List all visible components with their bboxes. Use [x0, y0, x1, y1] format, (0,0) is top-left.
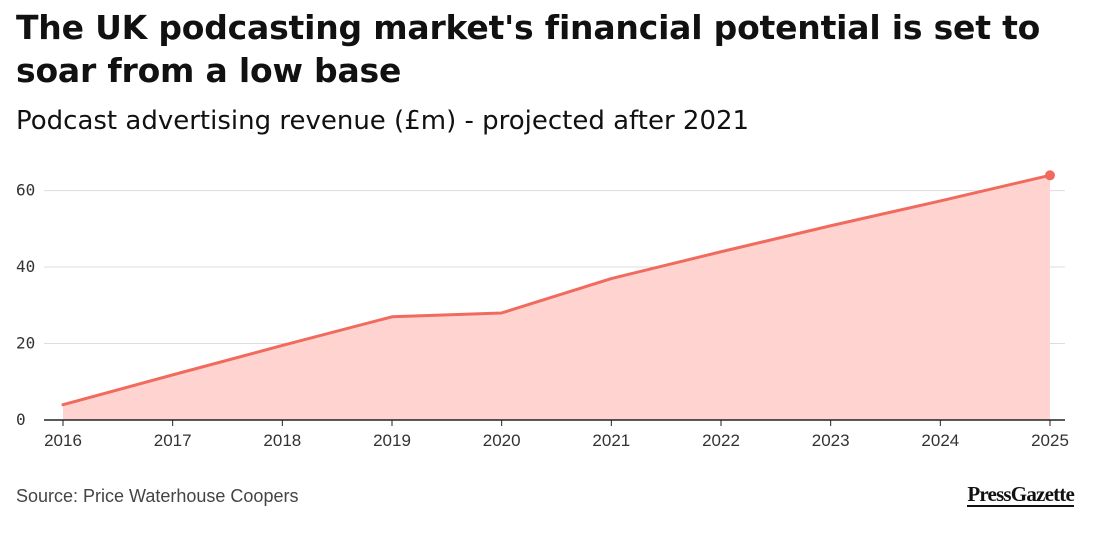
x-tick-label: 2023 [812, 431, 850, 450]
x-tick-label: 2017 [154, 431, 192, 450]
x-tick-label: 2022 [702, 431, 740, 450]
chart-subtitle: Podcast advertising revenue (£m) - proje… [16, 106, 750, 136]
area-fill [63, 175, 1050, 420]
chart-title: The UK podcasting market's financial pot… [16, 8, 1041, 90]
end-point-marker [1045, 170, 1055, 181]
series-line [61, 173, 1052, 407]
source-note: Source: Price Waterhouse Coopers [16, 486, 299, 506]
x-tick-label: 2016 [44, 431, 82, 450]
x-tick-label: 2021 [592, 431, 630, 450]
y-tick-label: 40 [16, 257, 35, 276]
press-gazette-logo: PressGazette [967, 482, 1075, 507]
x-tick-label: 2025 [1031, 431, 1069, 450]
y-tick-label: 60 [16, 181, 35, 200]
x-tick-label: 2020 [483, 431, 521, 450]
x-tick-label: 2024 [921, 431, 959, 450]
x-tick-label: 2018 [263, 431, 301, 450]
x-tick-label: 2019 [373, 431, 411, 450]
y-tick-label: 0 [16, 410, 26, 429]
x-axis-ticks: 2016 2017 2018 2019 2020 2021 2022 2023 2024 2025 [44, 420, 1069, 450]
y-axis-ticks: 0 20 40 60 [16, 181, 35, 429]
y-tick-label: 20 [16, 334, 35, 353]
chart-area-layer [61, 170, 1055, 420]
